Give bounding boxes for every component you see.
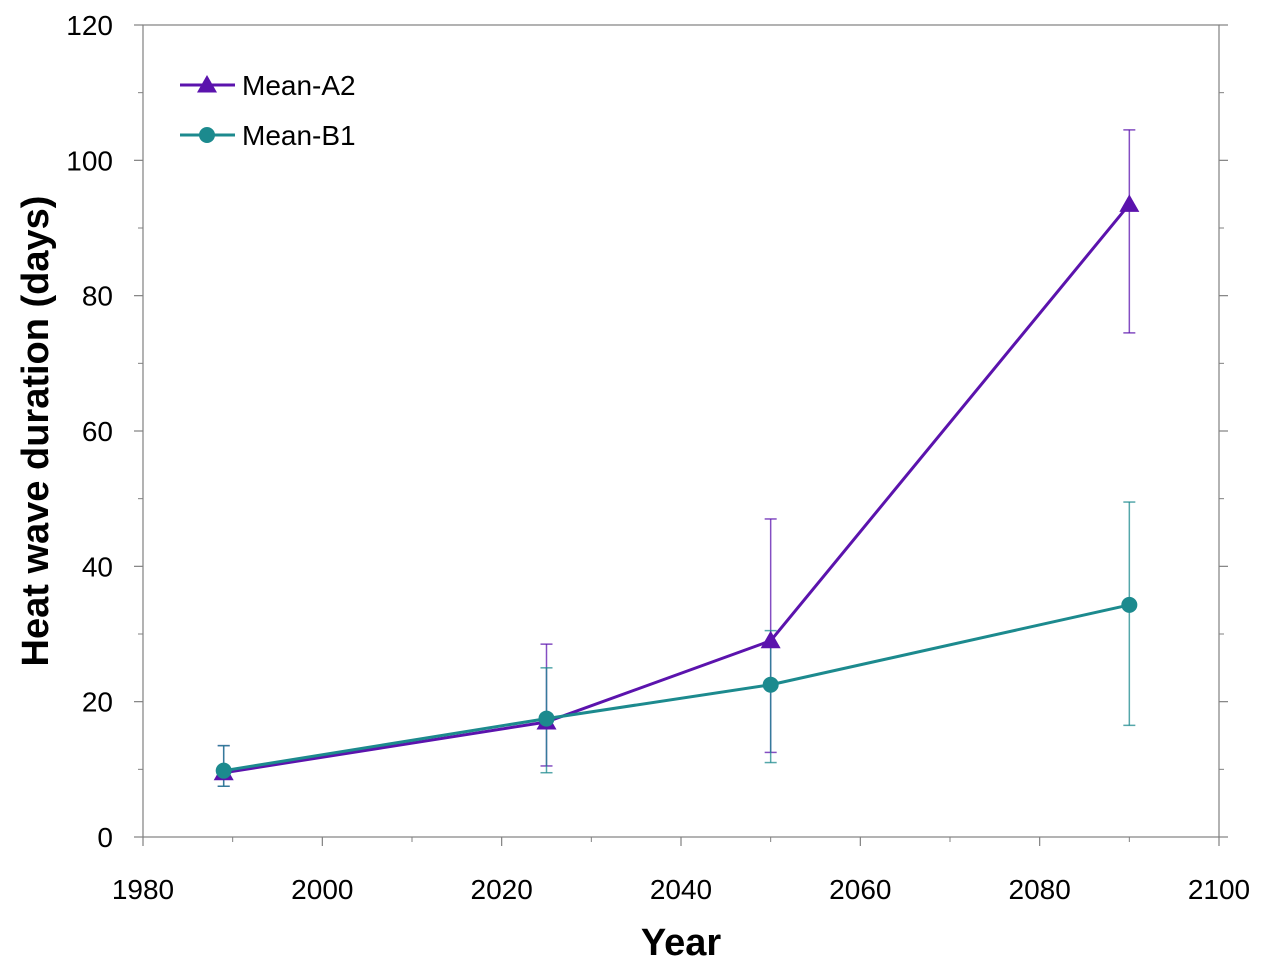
error-bars xyxy=(217,129,1136,787)
mean-a2-point xyxy=(760,630,781,649)
y-tick-label: 120 xyxy=(66,10,113,41)
x-tick-label: 1980 xyxy=(112,874,174,905)
y-tick-label: 0 xyxy=(97,822,113,853)
y-tick-labels: 0 20 40 60 80 100 120 xyxy=(66,10,113,853)
x-tick-label: 2040 xyxy=(650,874,712,905)
series-lines xyxy=(223,203,1131,775)
y-tick-label: 60 xyxy=(82,416,113,447)
x-tick-label: 2000 xyxy=(291,874,353,905)
legend-mean-a2-marker xyxy=(197,75,217,93)
legend-mean-a2-label: Mean-A2 xyxy=(242,70,356,101)
mean-b1-line xyxy=(223,603,1130,773)
legend-mean-b1-label: Mean-B1 xyxy=(242,120,356,151)
y-tick-label: 40 xyxy=(82,551,113,582)
y-tick-label: 100 xyxy=(66,145,113,176)
mean-b1-point xyxy=(1121,596,1138,613)
x-tick-label: 2060 xyxy=(829,874,891,905)
y-tick-label: 20 xyxy=(82,687,113,718)
plot-area xyxy=(142,24,1220,838)
axis-ticks xyxy=(134,24,1228,846)
x-tick-labels: 1980 2000 2020 2040 2060 2080 2100 xyxy=(112,874,1250,905)
x-axis-title: Year xyxy=(641,922,722,961)
y-tick-label: 80 xyxy=(82,281,113,312)
x-tick-label: 2080 xyxy=(1009,874,1071,905)
mean-b1-point xyxy=(215,762,232,779)
series-markers xyxy=(213,194,1140,781)
mean-a2-point xyxy=(1119,194,1140,212)
legend-mean-b1-marker xyxy=(199,127,215,143)
y-axis-title: Heat wave duration (days) xyxy=(15,196,57,667)
legend: Mean-A2 Mean-B1 xyxy=(180,70,356,151)
x-tick-label: 2100 xyxy=(1188,874,1250,905)
mean-b1-point xyxy=(538,710,555,727)
mean-a2-line xyxy=(223,203,1131,775)
x-tick-label: 2020 xyxy=(471,874,533,905)
mean-b1-point xyxy=(762,676,779,693)
